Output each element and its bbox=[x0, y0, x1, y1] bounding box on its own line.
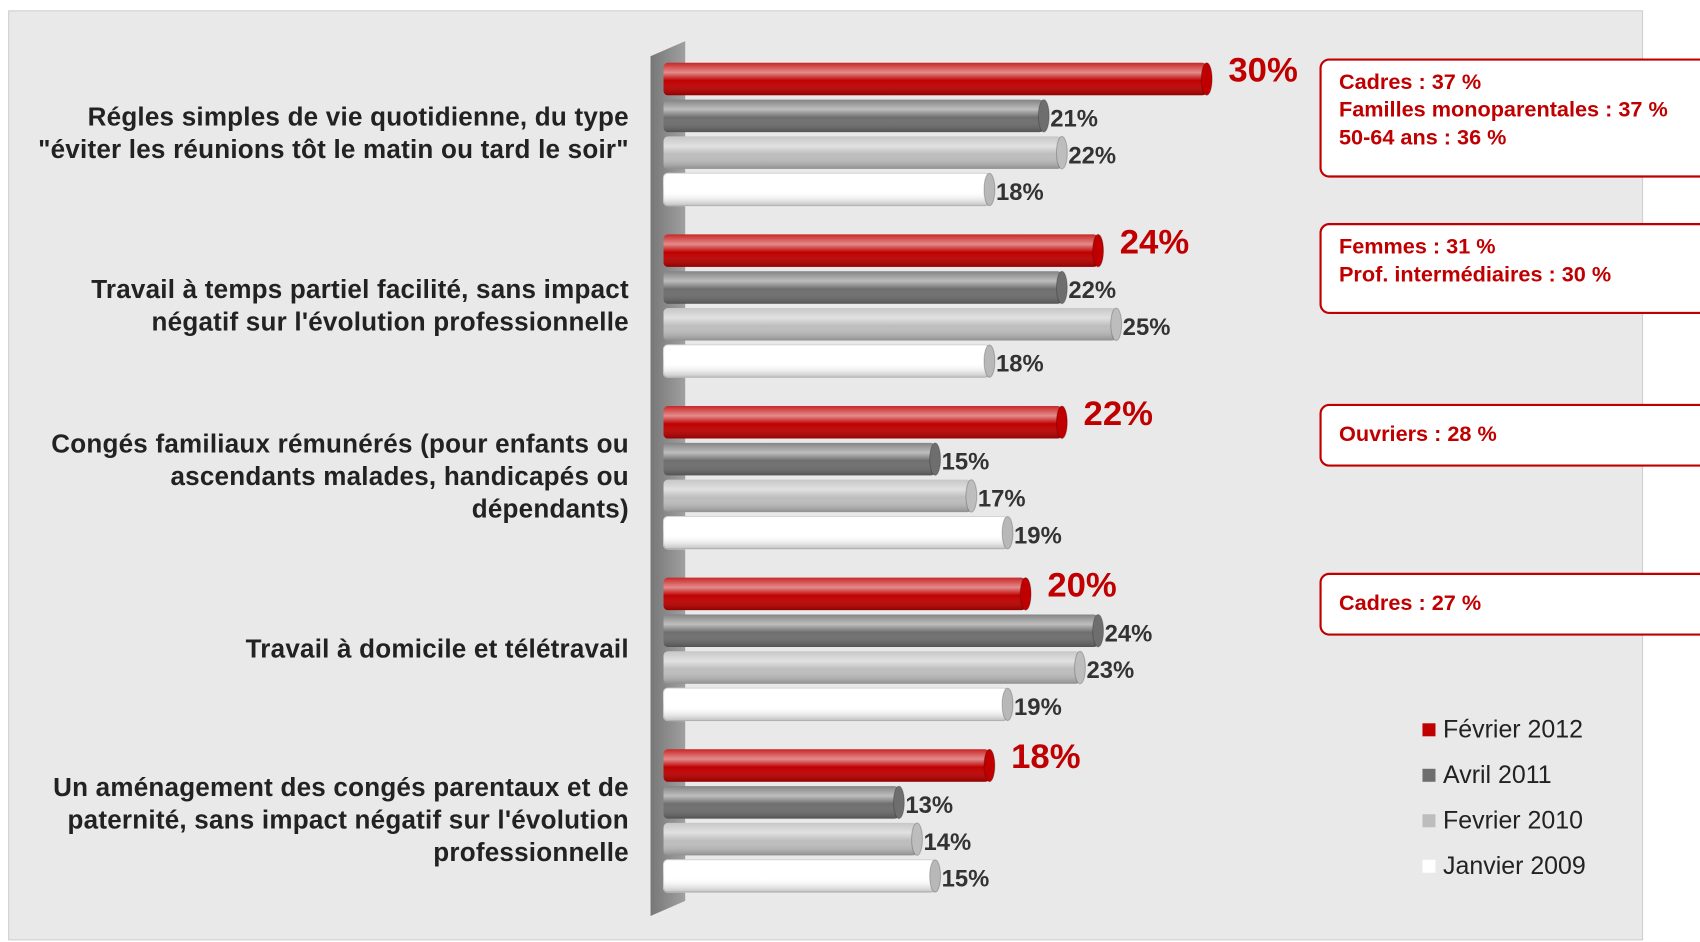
bar-cap bbox=[1037, 99, 1050, 133]
value-label: 19% bbox=[1014, 694, 1062, 721]
annotation-text: Cadres : 37 % bbox=[1339, 69, 1481, 94]
bar-shine bbox=[663, 614, 1099, 647]
bar-cap bbox=[1092, 233, 1105, 268]
bar-shine bbox=[663, 271, 1062, 304]
bar-cap bbox=[1200, 62, 1213, 96]
legend-swatch bbox=[1422, 723, 1436, 737]
bar-shine bbox=[663, 786, 899, 819]
value-label: 17% bbox=[978, 486, 1026, 513]
bar-shine bbox=[663, 234, 1099, 267]
category-label: Travail à domicile et télétravail bbox=[245, 633, 629, 664]
value-label: 24% bbox=[1120, 223, 1189, 261]
value-label: 18% bbox=[996, 179, 1044, 206]
bar-shine bbox=[663, 406, 1062, 439]
annotation-text: Familles monoparentales : 37 % bbox=[1339, 97, 1668, 122]
value-label: 20% bbox=[1047, 567, 1116, 605]
bar-cap bbox=[1110, 307, 1123, 342]
bar-cap bbox=[929, 442, 942, 476]
bar-cap bbox=[1092, 613, 1105, 648]
bar-shine bbox=[663, 516, 1008, 549]
annotation-box bbox=[1319, 223, 1700, 315]
legend-label: Fevrier 2010 bbox=[1443, 806, 1583, 834]
bar-shine bbox=[663, 99, 1044, 133]
bar-cap bbox=[1055, 270, 1068, 305]
annotation-box bbox=[1319, 58, 1700, 178]
bar-cap bbox=[1001, 515, 1014, 550]
legend-label: Janvier 2009 bbox=[1443, 852, 1586, 880]
bar-shine bbox=[663, 308, 1117, 341]
value-label: 24% bbox=[1105, 620, 1153, 647]
bar-shine bbox=[663, 577, 1026, 611]
value-label: 15% bbox=[942, 449, 990, 476]
annotation-text: Femmes : 31 % bbox=[1339, 234, 1496, 259]
annotation-box bbox=[1319, 572, 1700, 636]
bar-shine bbox=[663, 822, 918, 856]
bar-cap bbox=[965, 479, 978, 513]
value-label: 21% bbox=[1050, 105, 1098, 132]
bar-shine bbox=[663, 442, 936, 476]
axis-wall bbox=[650, 41, 686, 917]
bar-shine bbox=[663, 62, 1207, 96]
legend-swatch bbox=[1422, 859, 1436, 873]
bar-shine bbox=[663, 688, 1008, 721]
bar-cap bbox=[1055, 405, 1068, 440]
value-label: 18% bbox=[1011, 738, 1080, 776]
legend-label: Février 2012 bbox=[1443, 715, 1583, 743]
category-label: Travail à temps partiel facilité, sans i… bbox=[91, 274, 629, 337]
bar-cap bbox=[983, 172, 996, 207]
bar-cap bbox=[929, 859, 942, 893]
bar-shine bbox=[663, 136, 1062, 169]
bar-shine bbox=[663, 173, 990, 206]
category-label: Un aménagement des congés parentaux et d… bbox=[53, 773, 629, 868]
value-label: 22% bbox=[1068, 142, 1116, 169]
category-label: Congés familiaux rémunérés (pour enfants… bbox=[51, 429, 629, 525]
bar-shine bbox=[663, 344, 990, 378]
legend-label: Avril 2011 bbox=[1443, 761, 1552, 789]
bar-cap bbox=[983, 748, 996, 783]
value-label: 15% bbox=[942, 866, 990, 893]
value-label: 23% bbox=[1086, 657, 1134, 684]
value-label: 19% bbox=[1014, 522, 1062, 549]
bar-shine bbox=[663, 749, 990, 782]
bar-cap bbox=[983, 344, 996, 378]
annotation-text: 50-64 ans : 36 % bbox=[1339, 124, 1506, 149]
annotation-box bbox=[1319, 403, 1700, 467]
bar-shine bbox=[663, 651, 1080, 684]
value-label: 22% bbox=[1068, 277, 1116, 304]
value-label: 13% bbox=[905, 792, 953, 819]
bar-cap bbox=[1055, 135, 1068, 170]
annotation-text: Ouvriers : 28 % bbox=[1339, 421, 1497, 446]
category-label: Régles simples de vie quotidienne, du ty… bbox=[38, 102, 629, 165]
annotation-text: Cadres : 27 % bbox=[1339, 590, 1481, 615]
legend-swatch bbox=[1422, 814, 1436, 828]
bar-shine bbox=[663, 479, 972, 513]
bar-cap bbox=[1074, 650, 1086, 685]
value-label: 14% bbox=[924, 829, 972, 856]
value-label: 30% bbox=[1228, 52, 1297, 90]
bar-cap bbox=[1019, 577, 1032, 611]
bar-cap bbox=[1001, 687, 1014, 722]
value-label: 18% bbox=[996, 351, 1044, 378]
annotation-text: Prof. intermédiaires : 30 % bbox=[1339, 261, 1611, 286]
value-label: 25% bbox=[1123, 314, 1171, 341]
value-label: 22% bbox=[1084, 395, 1153, 433]
bar-shine bbox=[663, 859, 936, 893]
bar-cap bbox=[911, 822, 923, 856]
legend-swatch bbox=[1422, 768, 1436, 782]
bar-cap bbox=[892, 785, 905, 820]
